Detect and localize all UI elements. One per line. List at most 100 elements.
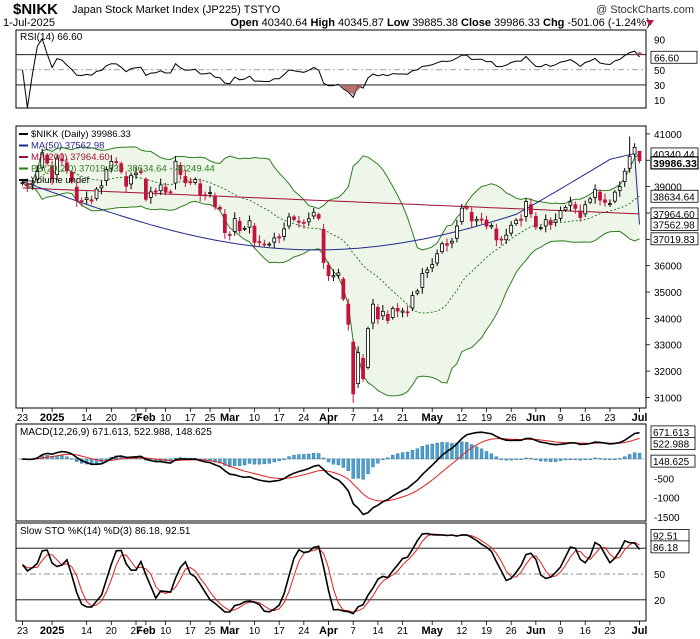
- candle-body: [222, 213, 227, 233]
- rsi-axis-label: 10: [654, 96, 666, 107]
- candle-body: [301, 221, 306, 224]
- date-label: 1-Jul-2025: [3, 17, 55, 29]
- macd-histogram-bar: [75, 458, 79, 462]
- macd-histogram-bar: [391, 454, 395, 460]
- candle-body: [129, 175, 133, 185]
- candle-body: [415, 290, 420, 294]
- candle-body: [89, 199, 94, 202]
- macd-histogram-bar: [509, 458, 513, 461]
- price-x-tick-label: Jul: [632, 412, 648, 424]
- macd-histogram-bar: [519, 458, 523, 460]
- candle-body: [297, 220, 301, 223]
- macd-histogram-bar: [544, 458, 548, 462]
- bottom-x-tick-label: 26: [506, 626, 518, 637]
- macd-histogram-bar: [292, 454, 296, 460]
- candle-body: [148, 191, 153, 198]
- macd-histogram-bar: [460, 441, 464, 460]
- candle-body: [529, 204, 533, 215]
- macd-histogram-bar: [588, 458, 592, 460]
- macd-histogram-bar: [228, 458, 232, 468]
- rsi-axis-label: 90: [654, 36, 666, 47]
- candle-body: [134, 172, 138, 176]
- macd-histogram-bar: [618, 458, 622, 460]
- bottom-x-tick-label: 25: [204, 626, 216, 637]
- candle-body: [524, 201, 528, 217]
- macd-histogram-bar: [223, 458, 227, 466]
- candle-body: [612, 191, 617, 202]
- candle-body: [163, 186, 168, 193]
- candle-body: [603, 199, 607, 203]
- price-badge-label: 39986.33: [653, 158, 697, 170]
- volume-legend: Volume undef: [31, 175, 89, 186]
- candle-body: [538, 227, 543, 229]
- candle-body: [50, 165, 54, 179]
- candle-body: [627, 155, 632, 169]
- price-x-tick-label: Apr: [319, 412, 339, 424]
- price-badge-label: 38634.64: [653, 192, 695, 203]
- price-x-tick-label: 14: [372, 413, 384, 424]
- rsi-value-badge: [650, 50, 698, 64]
- bottom-x-tick-label: Apr: [319, 625, 339, 637]
- bb-lower-line: [22, 182, 640, 397]
- price-x-tick-label: 20: [106, 413, 118, 424]
- bottom-x-tick-label: 2025: [40, 625, 64, 637]
- candle-body: [267, 243, 272, 246]
- candle-body: [168, 191, 173, 194]
- sto-badge-label: 86.18: [653, 543, 678, 554]
- candle-body: [533, 215, 538, 228]
- price-x-tick-label: 23: [17, 413, 29, 424]
- candle-body: [94, 188, 99, 199]
- price-axis-label: 35000: [654, 288, 682, 299]
- price-x-tick-label: 23: [604, 413, 616, 424]
- macd-histogram-bar: [307, 453, 311, 460]
- low-value: 39885.38: [412, 17, 458, 29]
- candle-body: [583, 204, 588, 215]
- price-badge: [650, 156, 699, 170]
- macd-histogram-bar: [277, 458, 281, 462]
- bottom-x-tick-label: 14: [81, 626, 93, 637]
- ma200-legend: MA(200) 37964.60: [31, 152, 110, 163]
- candle-body: [380, 310, 385, 317]
- open-label: Open: [230, 17, 259, 29]
- candle-body: [252, 225, 257, 243]
- rsi-value-label: 66.60: [654, 53, 679, 64]
- candle-body: [114, 161, 119, 163]
- candle-body: [499, 238, 504, 241]
- macd-histogram-bar: [361, 458, 365, 480]
- candle-body: [593, 189, 597, 198]
- macd-histogram-bar: [65, 456, 69, 460]
- bottom-x-tick-label: 14: [372, 626, 384, 637]
- candle-body: [227, 234, 232, 236]
- candle-body: [366, 328, 370, 368]
- sto-d-line: [22, 533, 640, 613]
- candle-body: [104, 169, 109, 182]
- price-x-tick-label: 17: [185, 413, 197, 424]
- macd-histogram-bar: [548, 458, 553, 462]
- price-x-tick-label: 25: [204, 413, 216, 424]
- candle-body: [208, 192, 212, 194]
- macd-histogram-bar: [598, 458, 602, 460]
- candle-body: [178, 164, 183, 175]
- candle-body: [45, 155, 50, 164]
- down-triangle-icon: [646, 20, 654, 26]
- candle-body: [563, 207, 568, 211]
- macd-histogram-bar: [514, 458, 518, 460]
- macd-histogram-bar: [583, 458, 587, 461]
- price-badge: [650, 189, 699, 203]
- bottom-x-tick-label: Feb: [136, 625, 156, 637]
- sto-legend: Slow STO %K(14) %D(3) 86.18, 92.51: [20, 526, 191, 537]
- candle-body: [395, 307, 400, 312]
- candle-body: [331, 275, 336, 278]
- price-axis-label: 39000: [654, 183, 682, 194]
- macd-histogram-bar: [247, 458, 252, 464]
- macd-histogram-bar: [410, 449, 415, 460]
- macd-histogram-bar: [524, 457, 528, 460]
- candle-body: [257, 241, 262, 243]
- macd-histogram-bar: [430, 443, 434, 460]
- candle-body: [336, 272, 341, 276]
- copyright: @ StockCharts.com: [596, 4, 694, 16]
- price-x-tick-label: 26: [506, 413, 518, 424]
- candle-body: [454, 225, 459, 239]
- candle-body: [262, 243, 267, 246]
- price-badge-label: 40340.44: [653, 150, 695, 161]
